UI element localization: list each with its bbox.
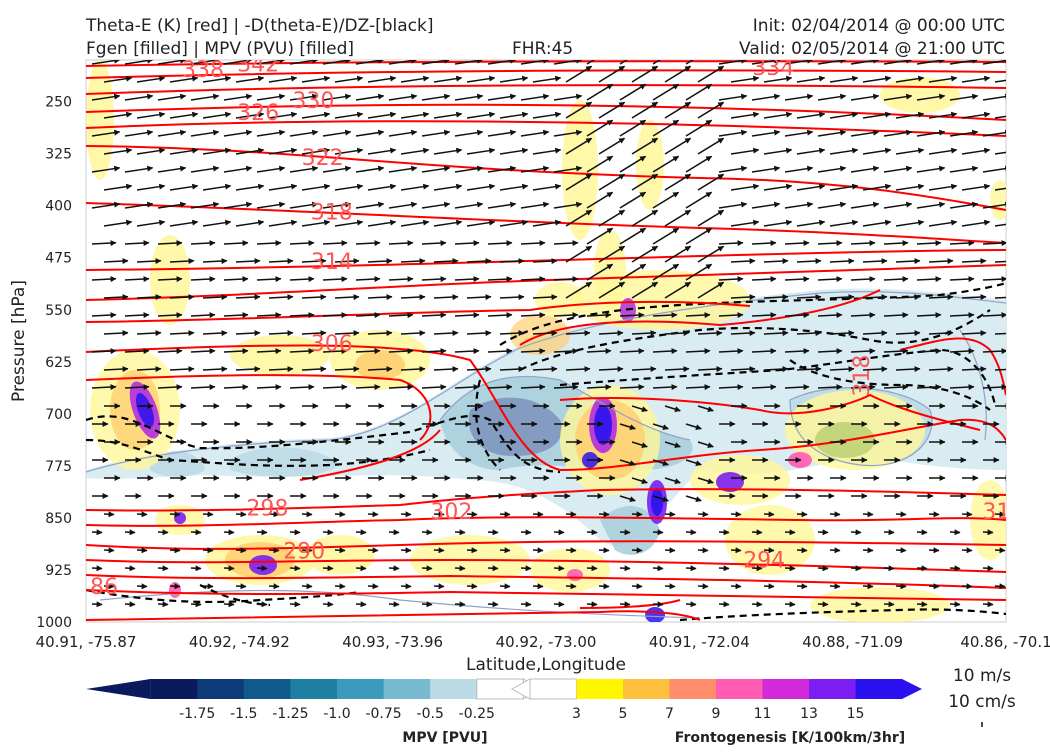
fgen-colorbar-cell — [623, 679, 670, 699]
y-axis: 250 325 400 475 550 625 700 775 850 925 1000 — [36, 95, 72, 631]
fgen-region — [636, 120, 664, 210]
y-tick-label: 250 — [45, 95, 72, 111]
y-tick-label: 700 — [45, 407, 72, 423]
fgen-core — [169, 582, 181, 598]
theta-e-label: 86 — [90, 575, 118, 600]
fgen-colorbar-tick: 7 — [665, 706, 674, 722]
y-tick-label: 550 — [45, 303, 72, 319]
y-tick-label: 850 — [45, 511, 72, 527]
vector-key-horizontal: 10 m/s — [953, 666, 1011, 686]
x-tick-label: 40.93, -73.96 — [342, 633, 443, 651]
fgen-colorbar-cell — [670, 679, 717, 699]
fgen-region — [880, 77, 960, 113]
x-axis: 40.91, -75.87 40.92, -74.92 40.93, -73.96 4… — [36, 633, 1050, 651]
y-tick-label: 925 — [45, 563, 72, 579]
mpv-colorbar-label: MPV [PVU] — [402, 730, 487, 746]
theta-e-label: 318 — [850, 355, 875, 397]
fgen-core — [249, 555, 277, 575]
fgen-colorbar-cell — [716, 679, 763, 699]
x-tick-label: 40.91, -72.04 — [649, 633, 750, 651]
mpv-colorbar-cell — [290, 679, 337, 699]
theta-e-label: 322 — [302, 146, 344, 171]
fgen-colorbar-tick: 15 — [847, 706, 865, 722]
fgen-colorbar-tick: 11 — [754, 706, 772, 722]
fgen-region — [355, 350, 405, 380]
mpv-colorbar-tick: -1.0 — [323, 706, 350, 722]
theta-e-label: 298 — [246, 497, 288, 522]
x-tick-label: 40.92, -74.92 — [189, 633, 290, 651]
mpv-colorbar-extend — [86, 679, 151, 699]
fgen-colorbar-cell — [530, 679, 577, 699]
fgen-colorbar-label: Frontogenesis [K/100km/3hr] — [675, 730, 905, 746]
fgen-colorbar-cell — [577, 679, 624, 699]
fgen-core — [651, 488, 663, 516]
x-tick-label: 40.88, -71.09 — [802, 633, 903, 651]
theta-e-label: 306 — [311, 332, 353, 357]
fgen-colorbar-tick: 5 — [619, 706, 628, 722]
x-tick-label: 40.91, -75.87 — [36, 633, 137, 651]
x-axis-label: Latitude,Longitude — [466, 655, 626, 675]
vector-key-vertical: 10 cm/s — [948, 692, 1016, 712]
theta-e-label: 294 — [743, 549, 785, 574]
y-tick-label: 475 — [45, 251, 72, 267]
mpv-colorbar-tick: -1.25 — [272, 706, 308, 722]
fgen-region — [535, 282, 585, 318]
x-tick-label: 40.92, -73.00 — [496, 633, 597, 651]
fgen-core — [594, 405, 612, 445]
fgen-region — [990, 180, 1010, 220]
fgen-colorbar-tick: 9 — [712, 706, 721, 722]
fgen-region — [530, 548, 610, 592]
theta-e-label: 318 — [311, 200, 353, 225]
theta-e-label: 338 — [182, 58, 224, 83]
mpv-colorbar-cell — [244, 679, 291, 699]
mpv-colorbar-cell — [151, 679, 198, 699]
title-left-line1: Theta-E (K) [red] | -D(theta-E)/DZ-[blac… — [85, 16, 434, 36]
y-tick-label: 625 — [45, 355, 72, 371]
mpv-colorbar-cell — [197, 679, 244, 699]
fgen-colorbar-tick: 13 — [800, 706, 818, 722]
title-left-line2: Fgen [filled] | MPV (PVU) [filled] — [86, 39, 354, 59]
fgen-colorbar-cell — [809, 679, 856, 699]
y-tick-label: 400 — [45, 199, 72, 215]
fgen-colorbar-extend — [902, 679, 922, 699]
mpv-colorbar-cell — [384, 679, 431, 699]
mpv-colorbar-tick: -1.5 — [230, 706, 257, 722]
title-init: Init: 02/04/2014 @ 00:00 UTC — [753, 16, 1005, 36]
y-tick-label: 1000 — [36, 615, 72, 631]
frontogenesis-colorbar: 3 5 7 9 11 13 15 — [512, 679, 922, 722]
y-tick-label: 325 — [45, 147, 72, 163]
mpv-colorbar-tick: -0.75 — [365, 706, 401, 722]
mpv-colorbar-tick: -0.5 — [417, 706, 444, 722]
fgen-colorbar-cell — [856, 679, 903, 699]
mpv-colorbar-tick: -1.75 — [179, 706, 215, 722]
theta-e-label: 314 — [311, 250, 353, 275]
y-tick-label: 775 — [45, 459, 72, 475]
mpv-colorbar-cell — [337, 679, 384, 699]
y-axis-label: Pressure [hPa] — [9, 280, 29, 402]
fgen-colorbar-cell — [763, 679, 810, 699]
title-fhr: FHR:45 — [512, 39, 573, 59]
fgen-region — [810, 587, 950, 623]
theta-e-label: 290 — [283, 540, 325, 565]
mpv-colorbar: -1.75 -1.5 -1.25 -1.0 -0.75 -0.5 -0.25 — [86, 679, 541, 722]
x-tick-label: 40.86, -70.1 — [960, 633, 1050, 651]
theta-e-label: 302 — [430, 500, 472, 525]
title-valid: Valid: 02/05/2014 @ 21:00 UTC — [739, 39, 1005, 59]
theta-e-label: 326 — [237, 101, 279, 126]
fgen-core — [645, 607, 665, 623]
mpv-colorbar-cell — [430, 679, 477, 699]
fgen-core — [567, 569, 583, 581]
mpv-colorbar-tick: -0.25 — [459, 706, 495, 722]
theta-e-label: 330 — [292, 89, 334, 114]
fgen-colorbar-tick: 3 — [572, 706, 581, 722]
